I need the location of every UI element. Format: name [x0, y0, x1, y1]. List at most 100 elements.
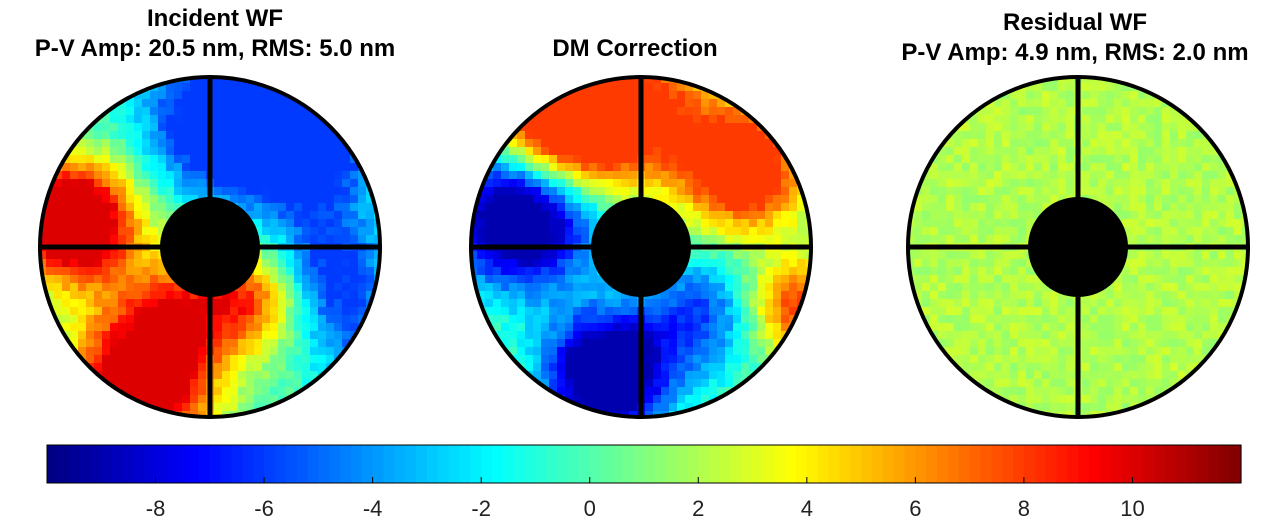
wf-cell [1194, 259, 1203, 268]
wf-cell [270, 227, 279, 236]
colorbar-segment [361, 445, 374, 483]
colorbar-segment [937, 445, 949, 483]
wf-cell [986, 155, 995, 164]
wf-cell [605, 403, 614, 412]
wf-cell [1002, 211, 1011, 220]
wf-cell [1098, 163, 1107, 172]
wf-cell [126, 339, 135, 348]
wf-cell [1130, 275, 1139, 284]
wf-cell [677, 99, 686, 108]
wf-cell [1194, 315, 1203, 324]
wf-cell [978, 131, 987, 140]
wf-cell [749, 299, 758, 308]
wf-cell [262, 315, 271, 324]
colorbar-segment [68, 445, 81, 483]
wf-cell [102, 171, 111, 180]
wf-cell [46, 203, 55, 212]
wf-cell [198, 155, 207, 164]
wf-cell [493, 315, 502, 324]
wf-cell [1194, 139, 1203, 148]
wf-cell [493, 187, 502, 196]
wf-cell [565, 155, 574, 164]
wf-cell [1002, 339, 1011, 348]
wf-cell [717, 219, 726, 228]
colorbar-tick-label: 0 [584, 496, 596, 521]
wf-cell [1114, 123, 1123, 132]
wf-cell [701, 163, 710, 172]
wf-cell [142, 251, 151, 260]
wf-cell [1146, 347, 1155, 356]
wf-cell [1218, 219, 1227, 228]
wf-cell [549, 315, 558, 324]
wf-cell [1106, 403, 1115, 412]
wf-cell [238, 331, 247, 340]
colorbar-tick-label: -6 [254, 496, 274, 521]
wf-cell [1186, 331, 1195, 340]
wf-cell [1050, 131, 1059, 140]
wf-cell [749, 219, 758, 228]
wf-cell [1154, 331, 1163, 340]
wf-cell [621, 355, 630, 364]
wf-cell [962, 155, 971, 164]
wf-cell [541, 251, 550, 260]
wf-cell [142, 315, 151, 324]
wf-cell [525, 355, 534, 364]
wf-cell [533, 147, 542, 156]
wf-cell [749, 211, 758, 220]
wf-cell [653, 115, 662, 124]
wf-cell [182, 291, 191, 300]
wf-cell [541, 203, 550, 212]
wf-cell [581, 131, 590, 140]
wf-cell [126, 195, 135, 204]
wf-cell [62, 163, 71, 172]
wf-cell [86, 331, 95, 340]
wf-cell [150, 323, 159, 332]
wf-cell [962, 131, 971, 140]
wf-cell [246, 203, 255, 212]
wf-cell [765, 323, 774, 332]
wf-cell [589, 163, 598, 172]
wf-cell [254, 219, 263, 228]
wf-cell [158, 355, 167, 364]
wf-cell [1234, 259, 1243, 268]
wf-cell [565, 211, 574, 220]
colorbar-segment [839, 445, 851, 483]
wf-cell [350, 187, 359, 196]
wf-cell [781, 171, 790, 180]
wf-cell [222, 115, 231, 124]
wf-cell [930, 315, 939, 324]
wf-cell [214, 323, 223, 332]
wf-cell [1154, 235, 1163, 244]
wf-cell [986, 195, 995, 204]
wf-cell [190, 107, 199, 116]
wf-cell [565, 107, 574, 116]
wf-cell [166, 275, 175, 284]
wf-cell [573, 219, 582, 228]
wf-cell [118, 155, 127, 164]
wf-cell [102, 275, 111, 284]
wf-cell [1082, 163, 1091, 172]
wf-cell [1202, 307, 1211, 316]
wf-cell [70, 155, 79, 164]
wf-cell [573, 163, 582, 172]
wf-cell [1178, 267, 1187, 276]
wf-cell [342, 219, 351, 228]
wf-cell [741, 187, 750, 196]
wf-cell [198, 107, 207, 116]
wf-cell [334, 195, 343, 204]
wf-cell [701, 363, 710, 372]
wf-cell [709, 331, 718, 340]
wf-cell [541, 283, 550, 292]
wf-cell [525, 283, 534, 292]
wf-cell [661, 323, 670, 332]
wf-cell [1154, 107, 1163, 116]
wf-cell [1122, 371, 1131, 380]
wf-cell [509, 291, 518, 300]
wf-cell [1082, 387, 1091, 396]
colorbar-segment [546, 445, 558, 483]
wf-cell [54, 299, 63, 308]
wf-cell [214, 355, 223, 364]
wf-cell [318, 291, 327, 300]
wf-cell [342, 307, 351, 316]
wf-cell [1226, 283, 1235, 292]
